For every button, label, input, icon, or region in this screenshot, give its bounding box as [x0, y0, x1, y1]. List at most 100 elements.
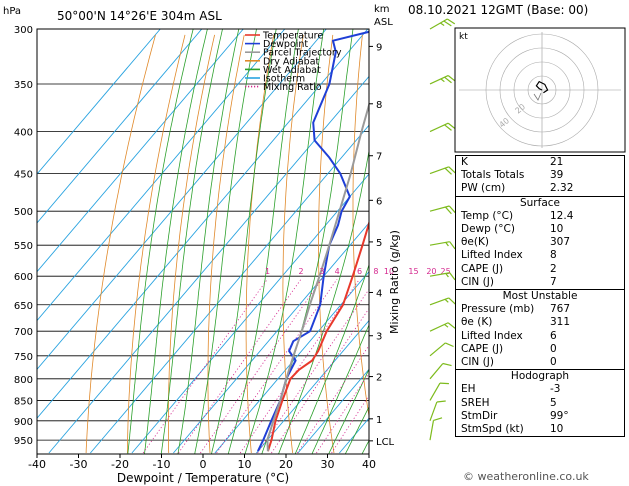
mixing-ratio-label: 1: [265, 267, 270, 276]
km-label: km: [374, 4, 390, 15]
x-tick-label: 10: [238, 458, 252, 471]
x-tick-label: 0: [200, 458, 207, 471]
stat-value: 307: [550, 236, 571, 249]
pressure-tick-label: 300: [14, 25, 33, 36]
hodograph-stats-row: StmDir 99°: [456, 410, 624, 423]
wind-barb-flag: [444, 76, 452, 84]
km-tick-label: 4: [376, 288, 382, 299]
wind-barb-staff: [429, 420, 435, 441]
isotherm: [90, 124, 369, 454]
stat-label: StmSpd (kt): [461, 423, 524, 436]
stat-value: 8: [550, 249, 557, 262]
stat-value: 7: [550, 275, 557, 288]
wind-barb-staff: [429, 342, 446, 357]
stat-value: 2.32: [550, 182, 574, 195]
wind-barb-flag: [447, 122, 456, 130]
stat-value: 311: [550, 316, 571, 329]
legend-entry-label: Dewpoint: [263, 39, 308, 50]
wind-barb-staff: [429, 74, 449, 85]
isotherm: [214, 271, 369, 454]
mixing-ratio-line: [178, 278, 302, 454]
wind-barb-staff: [429, 297, 449, 306]
wind-barb-staff: [429, 401, 438, 422]
mixing-ratio-label: 2: [299, 267, 304, 276]
stat-value: 0: [550, 342, 557, 355]
legend-entry-label: Temperature: [262, 31, 323, 42]
mixing-ratio-line: [257, 288, 369, 454]
stats-panel: K 21 Totals Totals 39 PW (cm) 2.32 Surface Tem…: [455, 155, 625, 438]
stat-value: 21: [550, 156, 564, 168]
stat-label: θe(K): [461, 236, 489, 249]
wind-barb-flag: [444, 167, 452, 175]
indices-box: K 21 Totals Totals 39 PW (cm) 2.32: [455, 155, 625, 197]
x-tick-label: -30: [70, 458, 88, 471]
mixing-ratio-label: 10: [384, 267, 394, 276]
mixing-ratio-line: [216, 278, 338, 454]
indices-row: PW (cm) 2.32: [456, 182, 624, 195]
wind-barb: [429, 272, 456, 281]
stat-label: EH: [461, 383, 476, 396]
mixing-ratio-line: [271, 307, 369, 454]
stat-value: -3: [550, 383, 561, 396]
hpa-label: hPa: [3, 6, 21, 17]
dry-adiabat: [318, 34, 335, 454]
wet-adiabat: [311, 323, 369, 454]
wind-barb-flag: [443, 20, 452, 27]
x-tick-label: 40: [362, 458, 376, 471]
wind-barb-flag: [449, 272, 456, 281]
mixing-ratio-label: 6: [357, 267, 362, 276]
pressure-tick-label: 800: [14, 375, 33, 386]
surface-row: CAPE (J) 2: [456, 263, 624, 276]
stat-value: 10: [550, 223, 564, 236]
stat-value: 767: [550, 303, 571, 316]
wind-barb: [429, 241, 456, 250]
x-tick-label: -10: [153, 458, 171, 471]
wet-adiabat: [144, 29, 208, 454]
mixing-ratio-label: 8: [373, 267, 378, 276]
hodograph-storm-marker: [533, 92, 542, 101]
wind-barb-flag: [446, 18, 456, 25]
wind-barb: [429, 362, 452, 380]
wind-barb: [429, 342, 454, 357]
hodograph-stats-row: EH -3: [456, 383, 624, 396]
stat-value: 12.4: [550, 209, 574, 222]
wind-barb-flag: [433, 417, 443, 421]
stat-value: 6: [550, 329, 557, 342]
stat-label: Lifted Index: [461, 329, 523, 342]
indices-row: K 21: [456, 156, 624, 169]
km-tick-label: LCL: [376, 437, 395, 448]
wind-barb: [429, 417, 443, 441]
legend-entry-label: Wet Adiabat: [263, 65, 321, 76]
isotherm: [256, 319, 369, 454]
surface-box: Surface Temp (°C) 12.4 Dewp (°C) 10 θe(K) 307 L…: [455, 196, 625, 291]
axes: 1 2 3 4 6 8 10 15 20 2530035040045050055060065070…: [14, 25, 451, 471]
wet-adiabat: [328, 368, 369, 454]
wet-adiabat: [294, 263, 369, 454]
most-unstable-row: θe (K) 311: [456, 316, 624, 329]
wind-barb-flag: [445, 206, 452, 215]
mixing-ratio-label: 4: [335, 267, 340, 276]
wind-barb-flag: [448, 205, 456, 214]
pressure-tick-label: 850: [14, 396, 33, 407]
surface-title: Surface: [519, 196, 560, 209]
stat-value: 99°: [550, 409, 569, 422]
isotherm: [37, 29, 286, 322]
hodograph-stats-title: Hodograph: [510, 370, 570, 383]
temperature-line: [266, 220, 369, 452]
wind-barb: [429, 74, 456, 85]
hodograph-ring: [527, 75, 557, 105]
asl-label: ASL: [374, 17, 393, 28]
stat-label: PW (cm): [461, 182, 506, 195]
surface-row: θe(K) 307: [456, 236, 624, 249]
km-tick-label: 3: [376, 332, 382, 343]
wet-adiabat: [177, 29, 240, 454]
mixing-ratio-label: 20: [426, 267, 436, 276]
stat-label: SREH: [461, 396, 490, 409]
km-tick-label: 6: [376, 196, 382, 207]
wind-barb: [429, 297, 456, 306]
wind-barb-flag: [440, 22, 445, 26]
stat-label: θe (K): [461, 316, 493, 329]
isotherm: [297, 368, 369, 454]
